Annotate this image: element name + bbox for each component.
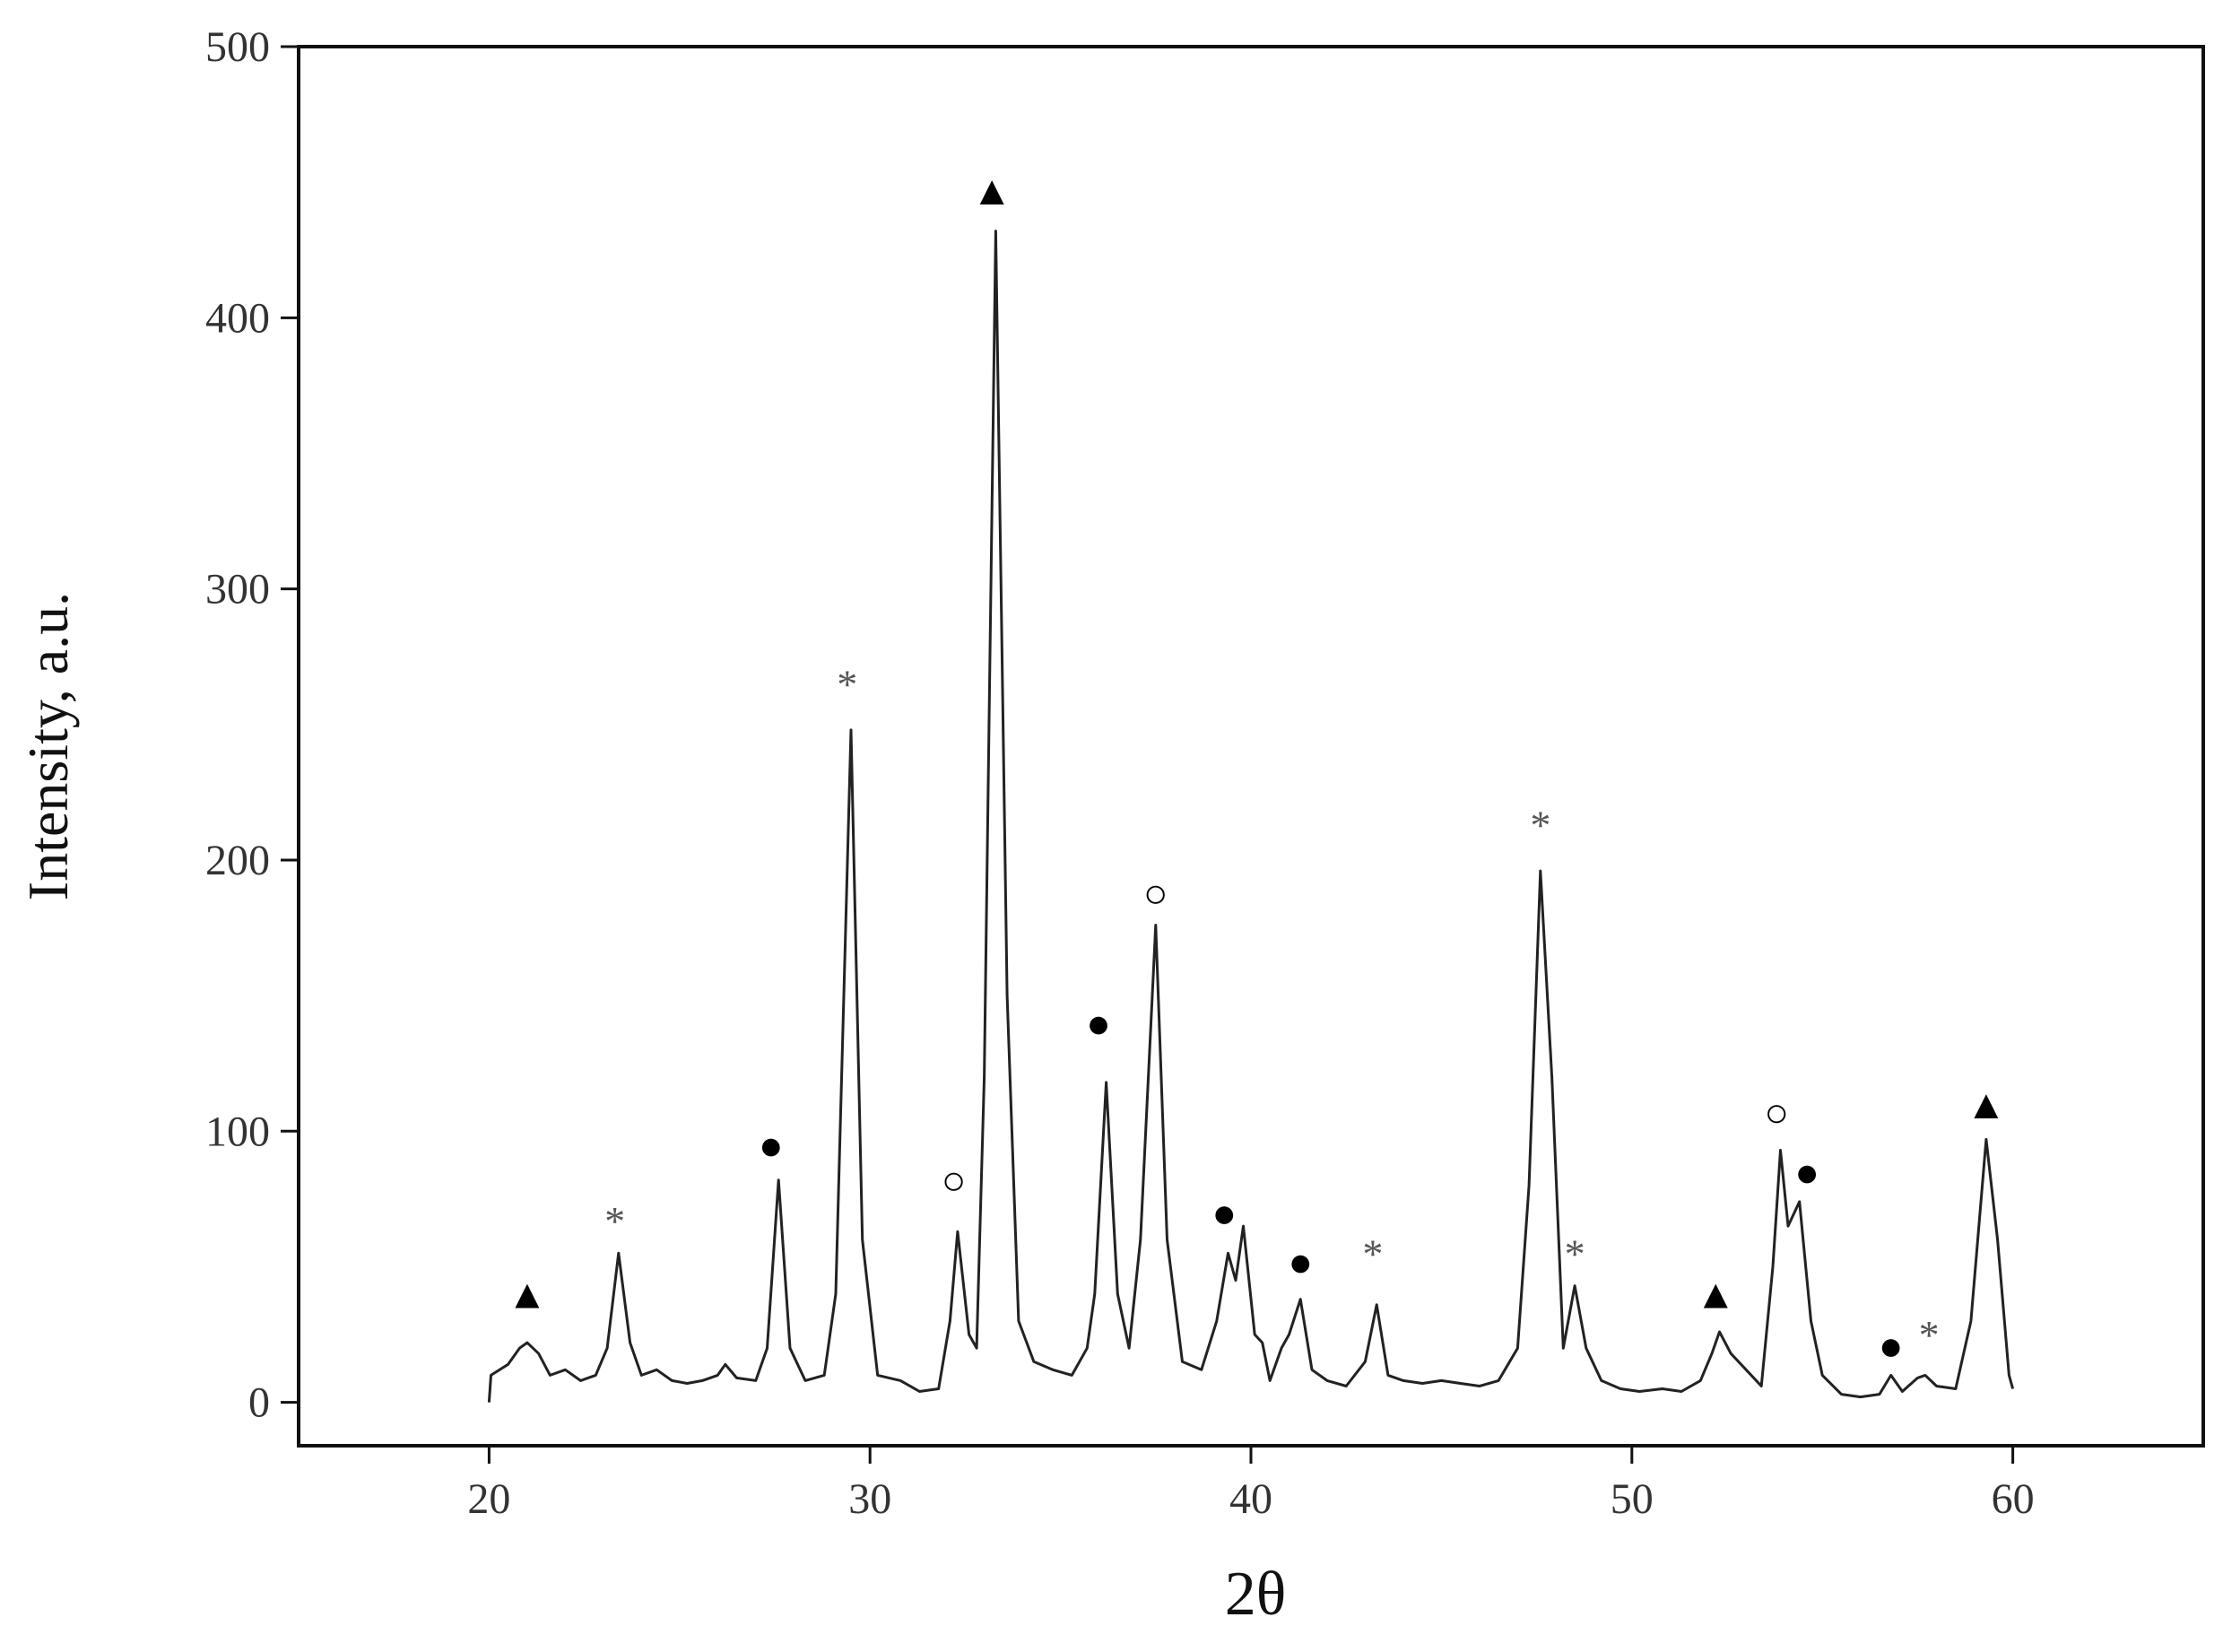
peak-marker: ○ [942, 1158, 967, 1204]
xrd-line [487, 230, 2015, 1403]
peak-marker: * [1565, 1230, 1585, 1276]
peak-marker: ▲ [971, 168, 1012, 213]
peak-marker: ▲ [507, 1272, 548, 1317]
y-axis-title: Intensity, a.u. [16, 592, 80, 900]
y-tick-label: 300 [205, 566, 270, 613]
x-tick-label: 30 [848, 1475, 891, 1523]
peak-marker: * [837, 661, 857, 707]
x-axis-title: 2θ [1225, 1560, 1287, 1629]
peak-marker: * [1919, 1312, 1940, 1358]
peak-marker: ● [1211, 1190, 1237, 1236]
peak-marker: ○ [1143, 870, 1168, 916]
peak-marker: ● [1288, 1239, 1313, 1284]
y-tick-label: 0 [248, 1379, 270, 1427]
peak-marker: ● [759, 1122, 784, 1168]
x-tick-label: 40 [1229, 1475, 1272, 1523]
peak-marker: * [604, 1198, 625, 1244]
plot-frame [297, 45, 2205, 1448]
y-tick-label: 500 [205, 23, 270, 71]
y-tick-label: 100 [205, 1108, 270, 1155]
peak-marker: ▲ [1966, 1082, 2007, 1127]
peak-marker: ● [1879, 1323, 1904, 1369]
peak-marker: * [1530, 803, 1550, 848]
peak-marker: ● [1794, 1150, 1819, 1196]
x-tick-label: 60 [1992, 1475, 2035, 1523]
x-tick-label: 50 [1611, 1475, 1654, 1523]
y-tick-label: 200 [205, 837, 270, 884]
peak-marker: ● [1086, 1000, 1111, 1046]
x-tick-label: 20 [467, 1475, 510, 1523]
peak-marker: ▲ [1695, 1272, 1736, 1317]
peak-marker: ○ [1764, 1090, 1789, 1135]
y-tick-label: 400 [205, 294, 270, 342]
peak-marker: * [1362, 1230, 1383, 1276]
